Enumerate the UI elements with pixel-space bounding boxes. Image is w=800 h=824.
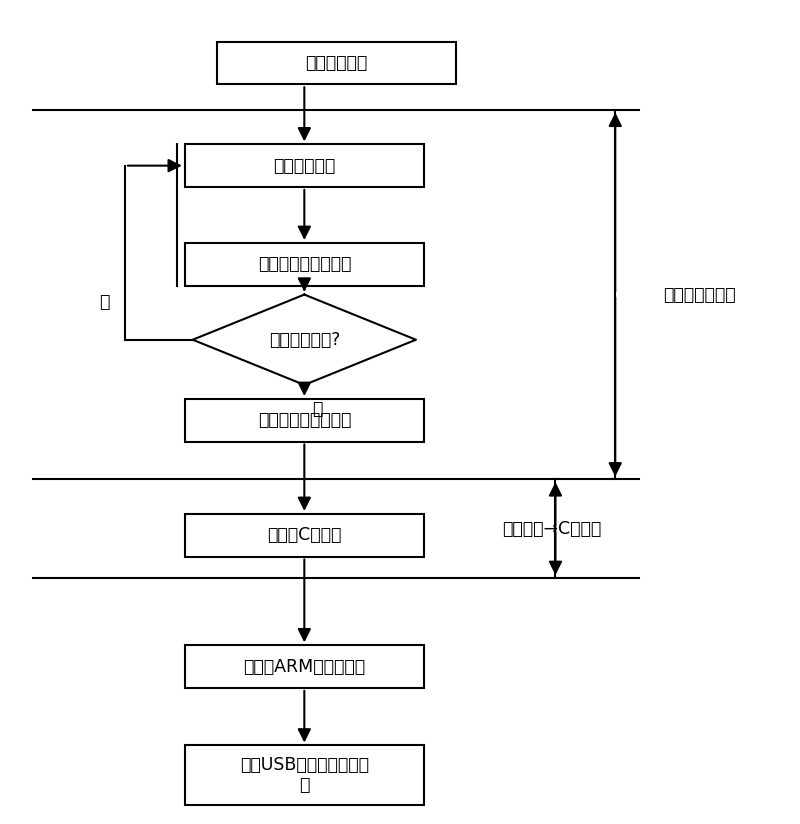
Text: 图形化编程阶段: 图形化编程阶段 xyxy=(663,286,736,303)
Bar xyxy=(185,746,424,804)
Bar xyxy=(185,243,424,286)
Bar xyxy=(185,144,424,187)
Bar xyxy=(217,42,456,84)
Text: 指标的子流程图编程: 指标的子流程图编程 xyxy=(258,255,351,274)
Text: 编程模块转换为文本: 编程模块转换为文本 xyxy=(258,411,351,429)
Text: 是: 是 xyxy=(98,293,109,311)
Bar xyxy=(185,399,424,442)
Text: 否: 否 xyxy=(312,400,322,418)
Text: 增加测试指标?: 增加测试指标? xyxy=(269,330,340,349)
Text: 编译为ARM可执行文件: 编译为ARM可执行文件 xyxy=(243,658,366,676)
Text: 解释为C源程序: 解释为C源程序 xyxy=(267,527,342,544)
Text: 文本文件→C源程序: 文本文件→C源程序 xyxy=(502,520,601,537)
Text: 创建测试程序: 创建测试程序 xyxy=(305,54,367,72)
Text: 通过USB下载至测试仪运
行: 通过USB下载至测试仪运 行 xyxy=(240,756,369,794)
Text: 新建测试指标: 新建测试指标 xyxy=(274,157,335,175)
Bar xyxy=(185,514,424,556)
Bar xyxy=(185,645,424,688)
